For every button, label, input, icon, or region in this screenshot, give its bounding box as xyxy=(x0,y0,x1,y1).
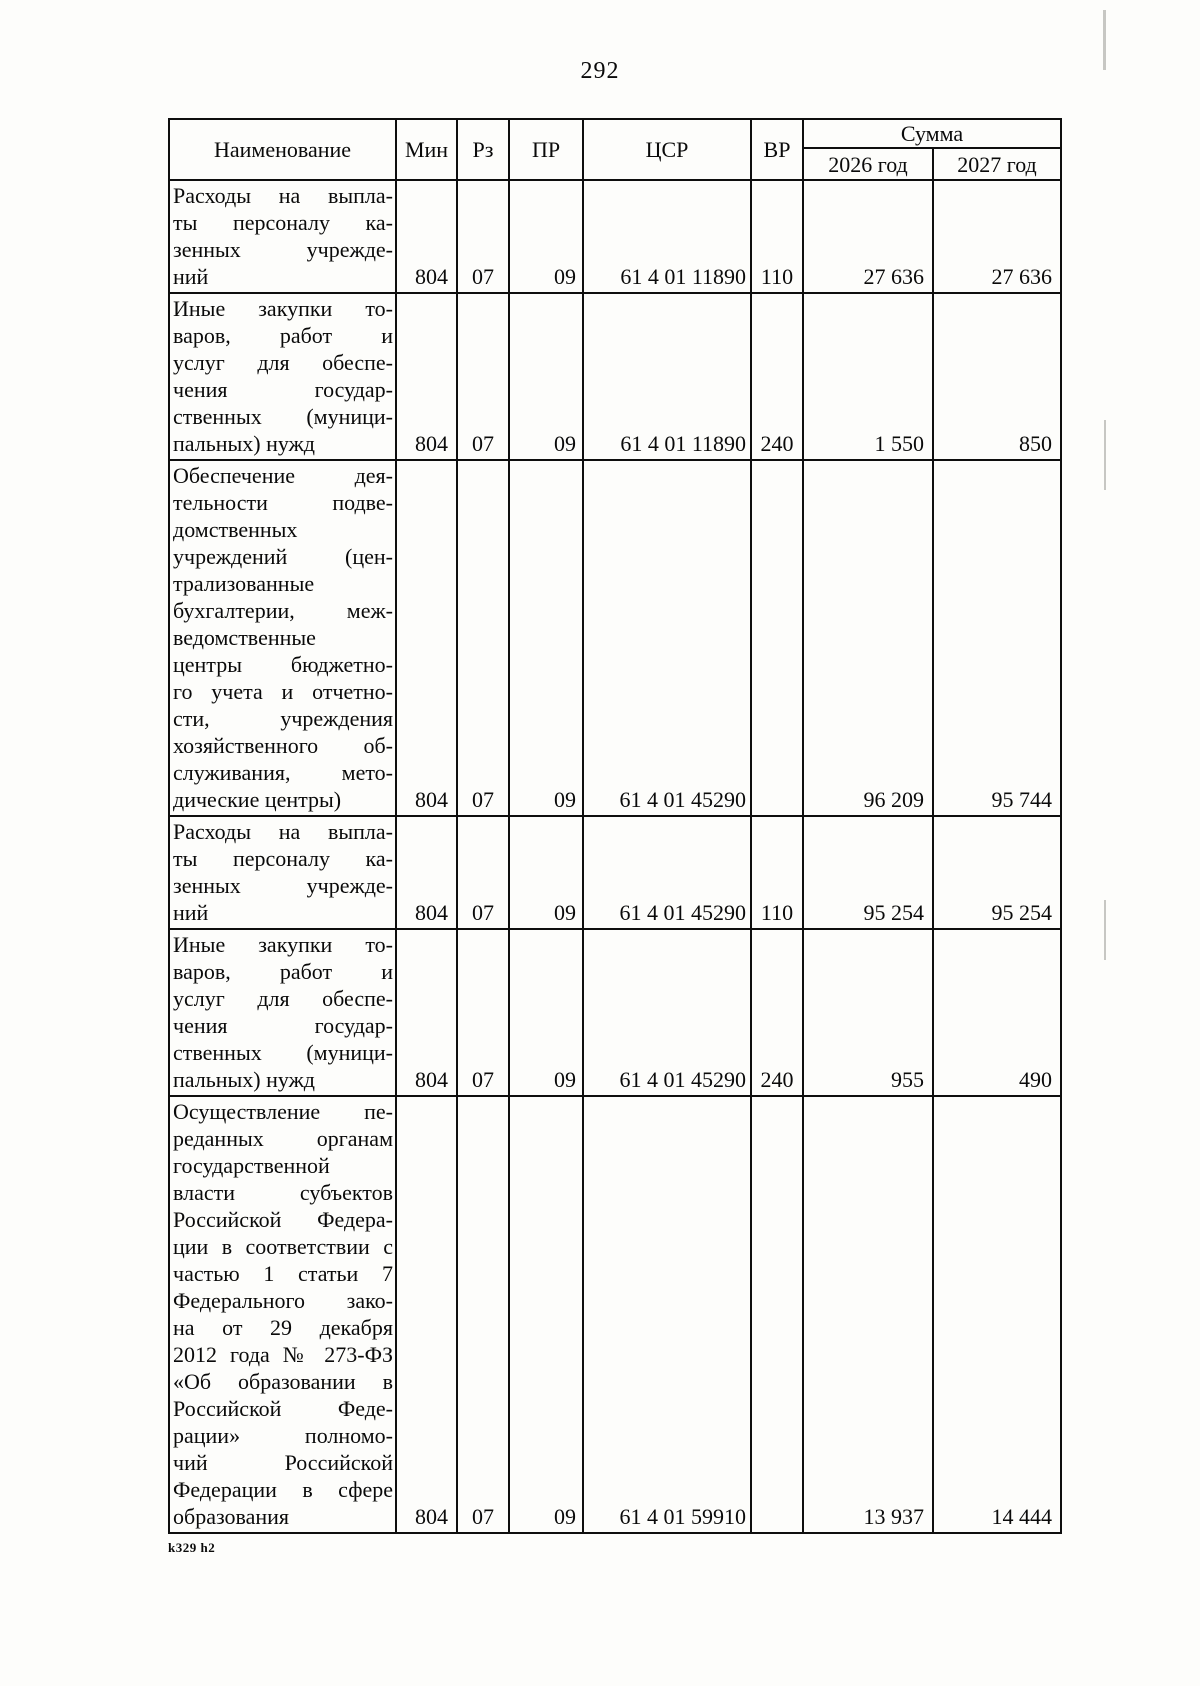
header-rz: Рз xyxy=(456,118,510,181)
table-header: Наименование Мин Рз ПР ЦСР ВР Сумма 2026… xyxy=(168,118,1062,181)
row-csr: 61 4 01 45290 xyxy=(582,459,752,817)
header-year-2027: 2027 год xyxy=(932,147,1062,181)
row-vr xyxy=(750,1095,804,1534)
row-y2026: 27 636 xyxy=(802,179,934,294)
row-min: 804 xyxy=(395,815,458,930)
row-name: Обеспечение дея-тельности подве-домствен… xyxy=(168,459,397,817)
row-y2027: 27 636 xyxy=(932,179,1062,294)
row-y2027: 95 254 xyxy=(932,815,1062,930)
row-y2027: 490 xyxy=(932,928,1062,1097)
scan-artifact xyxy=(1104,420,1106,490)
row-vr: 110 xyxy=(750,815,804,930)
row-rz: 07 xyxy=(456,815,510,930)
row-csr: 61 4 01 45290 xyxy=(582,815,752,930)
row-vr: 110 xyxy=(750,179,804,294)
row-name: Осуществление пе-реданных органам государ… xyxy=(168,1095,397,1534)
header-year-2026: 2026 год xyxy=(802,147,934,181)
row-name: Иные закупки то-варов, работ и услуг для … xyxy=(168,292,397,461)
row-pr: 09 xyxy=(508,292,584,461)
header-sum: Сумма xyxy=(802,118,1062,149)
row-y2027: 14 444 xyxy=(932,1095,1062,1534)
row-rz: 07 xyxy=(456,292,510,461)
row-pr: 09 xyxy=(508,179,584,294)
row-csr: 61 4 01 59910 xyxy=(582,1095,752,1534)
row-rz: 07 xyxy=(456,459,510,817)
row-name: Иные закупки то-варов, работ и услуг для … xyxy=(168,928,397,1097)
table-row: Обеспечение дея-тельности подве-домствен… xyxy=(168,459,1062,817)
row-name: Расходы на выпла-ты персоналу ка-зенных … xyxy=(168,815,397,930)
row-csr: 61 4 01 11890 xyxy=(582,292,752,461)
header-pr: ПР xyxy=(508,118,584,181)
row-min: 804 xyxy=(395,292,458,461)
row-vr: 240 xyxy=(750,928,804,1097)
row-vr xyxy=(750,459,804,817)
row-min: 804 xyxy=(395,179,458,294)
row-pr: 09 xyxy=(508,815,584,930)
row-rz: 07 xyxy=(456,1095,510,1534)
row-pr: 09 xyxy=(508,459,584,817)
table-row: Осуществление пе-реданных органам государ… xyxy=(168,1095,1062,1534)
page-number: 292 xyxy=(580,58,620,84)
row-min: 804 xyxy=(395,459,458,817)
row-csr: 61 4 01 11890 xyxy=(582,179,752,294)
row-rz: 07 xyxy=(456,179,510,294)
row-y2026: 96 209 xyxy=(802,459,934,817)
header-csr: ЦСР xyxy=(582,118,752,181)
table-row: Расходы на выпла-ты персоналу ка-зенных … xyxy=(168,179,1062,294)
row-pr: 09 xyxy=(508,1095,584,1534)
header-vr: ВР xyxy=(750,118,804,181)
row-rz: 07 xyxy=(456,928,510,1097)
scan-artifact xyxy=(1103,10,1106,70)
table-row: Иные закупки то-варов, работ и услуг для … xyxy=(168,928,1062,1097)
row-pr: 09 xyxy=(508,928,584,1097)
footer-code: k329 h2 xyxy=(168,1540,216,1555)
header-min: Мин xyxy=(395,118,458,181)
table-body: Расходы на выпла-ты персоналу ка-зенных … xyxy=(168,179,1062,1534)
row-y2026: 1 550 xyxy=(802,292,934,461)
row-name: Расходы на выпла-ты персоналу ка-зенных … xyxy=(168,179,397,294)
row-y2026: 95 254 xyxy=(802,815,934,930)
row-csr: 61 4 01 45290 xyxy=(582,928,752,1097)
header-name: Наименование xyxy=(168,118,397,181)
row-y2027: 850 xyxy=(932,292,1062,461)
row-min: 804 xyxy=(395,928,458,1097)
table-row: Расходы на выпла-ты персоналу ка-зенных … xyxy=(168,815,1062,930)
table-row: Иные закупки то-варов, работ и услуг для … xyxy=(168,292,1062,461)
row-vr: 240 xyxy=(750,292,804,461)
row-y2026: 13 937 xyxy=(802,1095,934,1534)
row-min: 804 xyxy=(395,1095,458,1534)
scan-artifact xyxy=(1104,900,1106,960)
row-y2026: 955 xyxy=(802,928,934,1097)
budget-table: Наименование Мин Рз ПР ЦСР ВР Сумма 2026… xyxy=(168,118,1062,1534)
row-y2027: 95 744 xyxy=(932,459,1062,817)
